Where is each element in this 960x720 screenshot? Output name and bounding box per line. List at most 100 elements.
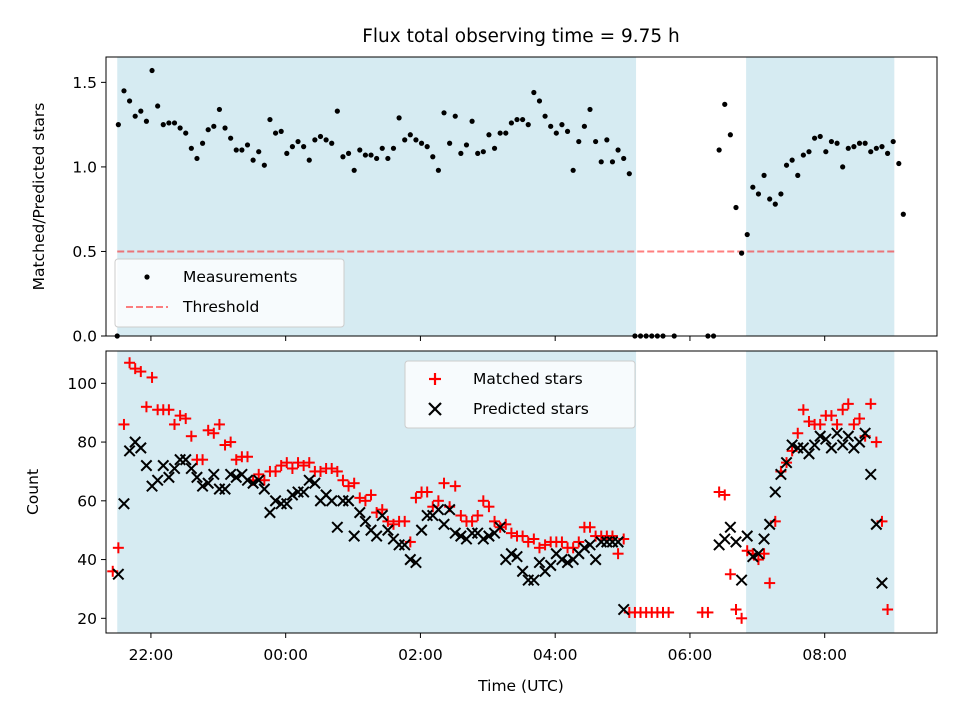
matched-star-point — [449, 480, 461, 492]
matched-star-point — [489, 515, 501, 527]
predicted-star-point — [370, 530, 383, 542]
matched-star-point — [202, 424, 214, 436]
predicted-star-point — [207, 468, 220, 481]
measurement-point — [424, 144, 430, 150]
measurement-point — [868, 149, 874, 155]
measurement-point — [800, 152, 806, 158]
matched-star-point — [281, 457, 293, 469]
measurement-point — [250, 157, 256, 163]
measurement-point — [722, 101, 728, 107]
measurement-point — [587, 106, 593, 113]
time-axis: 22:00 00:00 02:00 04:00 06:00 08:00 — [129, 336, 847, 664]
measurement-point — [884, 150, 891, 156]
measurement-point — [374, 155, 380, 162]
measurement-point — [216, 106, 223, 113]
matched-star-point — [314, 465, 326, 477]
measurement-point — [823, 149, 829, 155]
measurement-point — [295, 138, 301, 145]
measurement-point — [559, 122, 565, 128]
matched-star-point — [286, 463, 298, 474]
matched-star-point — [505, 527, 517, 539]
measurement-point — [593, 138, 599, 145]
predicted-star-point — [151, 474, 164, 487]
predicted-star-point — [831, 427, 843, 440]
measurement-point — [626, 171, 632, 177]
measurement-point — [553, 130, 559, 136]
y-tick-label: 40 — [77, 551, 97, 569]
matched-star-point — [573, 536, 585, 548]
matched-star-point — [219, 439, 231, 451]
measurement-point — [739, 250, 745, 256]
measurement-point — [390, 145, 397, 151]
matched-star-point — [169, 418, 181, 430]
measurement-point — [301, 144, 307, 150]
y-tick-label: 1.0 — [72, 158, 97, 176]
measurement-point — [166, 120, 172, 126]
measurement-point — [441, 110, 447, 116]
matched-star-point — [146, 371, 158, 383]
measurement-point — [233, 147, 239, 153]
x-tick-label: 04:00 — [533, 646, 578, 664]
legend-threshold-label: Threshold — [182, 298, 259, 316]
matched-star-point — [129, 363, 141, 375]
predicted-star-point — [561, 556, 574, 569]
predicted-star-point — [724, 521, 737, 534]
measurement-point — [183, 130, 189, 136]
predicted-star-point — [864, 468, 877, 481]
matched-star-point — [174, 410, 186, 422]
matched-star-point — [253, 468, 265, 480]
measurement-point — [845, 145, 851, 151]
measurement-point — [199, 140, 206, 146]
matched-star-point — [870, 436, 882, 448]
y-tick-label: 100 — [67, 375, 97, 393]
matched-star-point — [736, 612, 748, 624]
measurement-point — [435, 167, 441, 173]
predicted-star-point — [303, 474, 316, 487]
predicted-star-point — [836, 439, 849, 451]
x-axis-label: Time (UTC) — [477, 677, 564, 695]
predicted-star-point — [516, 565, 529, 578]
count-panel: 20 40 60 80 100 Count Matched stars Predicte… — [24, 350, 938, 634]
ratio-panel: 0.0 0.5 1.0 1.5 Matched/Predicted stars Mea… — [30, 56, 938, 346]
measurement-point — [772, 201, 778, 207]
matched-star-point — [837, 404, 849, 416]
predicted-star-point — [168, 462, 181, 475]
measurement-point — [497, 130, 503, 136]
predicted-star-point — [814, 430, 827, 443]
measurement-point — [306, 157, 312, 163]
legend-matched-label: Matched stars — [473, 370, 583, 388]
measurement-point — [503, 130, 509, 136]
measurement-point — [576, 138, 582, 145]
matched-star-point — [432, 495, 444, 507]
ratio-legend: Measurements Threshold — [114, 258, 345, 328]
matched-star-point — [421, 486, 433, 498]
measurement-point — [862, 140, 868, 146]
measurement-point — [194, 155, 200, 162]
measurement-point — [126, 98, 133, 104]
measurement-point — [458, 150, 464, 156]
x-tick-label: 22:00 — [129, 646, 174, 664]
predicted-star-point — [432, 503, 445, 516]
y-tick-label: 1.5 — [72, 74, 97, 92]
predicted-star-point — [118, 497, 130, 510]
chart-title: Flux total observing time = 9.75 h — [362, 26, 680, 47]
measurement-point — [340, 154, 346, 160]
matched-star-point — [477, 495, 489, 507]
predicted-star-point — [308, 477, 321, 490]
matched-star-point — [848, 418, 860, 430]
matched-star-point — [208, 427, 220, 439]
predicted-star-point — [140, 459, 153, 472]
predicted-star-point — [544, 559, 557, 572]
predicted-star-point — [202, 477, 215, 490]
predicted-star-point — [112, 568, 125, 581]
predicted-star-point — [769, 486, 782, 498]
measurement-point — [840, 164, 846, 170]
predicted-star-point — [342, 494, 355, 507]
measurement-point — [795, 172, 801, 178]
measurement-point — [312, 137, 318, 143]
matched-star-point — [343, 480, 355, 492]
measurement-point — [267, 116, 273, 123]
predicted-star-point — [286, 489, 299, 501]
matched-star-point — [292, 457, 304, 469]
